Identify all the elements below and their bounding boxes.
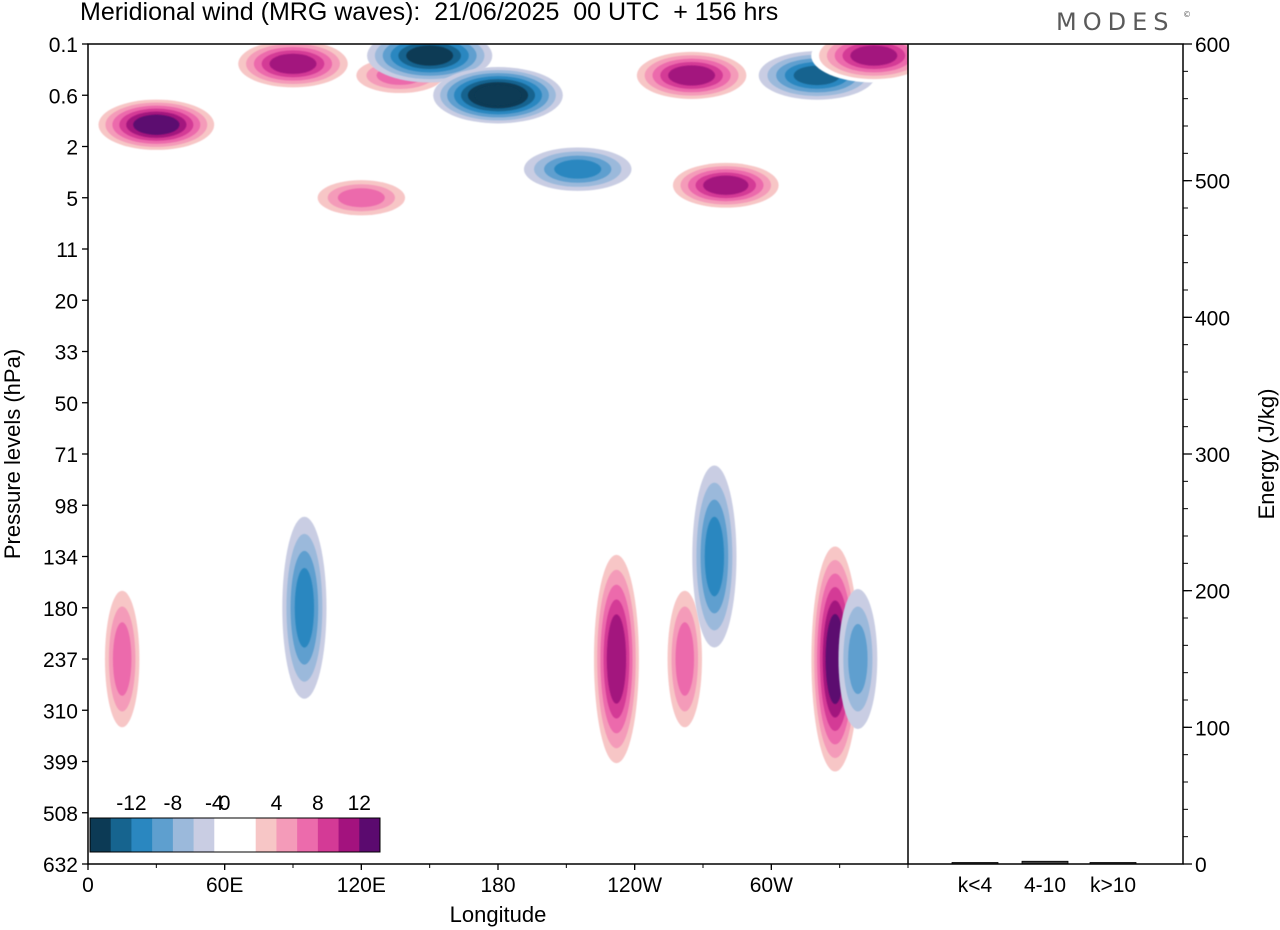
colorbar-swatch (152, 818, 174, 852)
colorbar-label: 12 (348, 792, 371, 815)
y-tick-label: 399 (43, 752, 78, 775)
energy-category-label: k<4 (958, 874, 993, 897)
colorbar-swatch (172, 818, 195, 852)
colorbar: -12 -8 -40 4 8 12 (88, 780, 382, 854)
contour-level (675, 622, 695, 696)
contour-feature (663, 575, 706, 743)
y-tick-label: 5 (66, 188, 78, 211)
energy-tick-label: 100 (1195, 717, 1230, 740)
contour-feature (91, 96, 222, 153)
energy-panel: 0 100 200 300 400 500 600 k<4 4-10 k>10 (951, 34, 1230, 897)
colorbar-swatch (110, 818, 132, 852)
energy-tick-label: 400 (1195, 307, 1230, 330)
y-tick-label: 2 (66, 137, 78, 160)
colorbar-label: 4 (271, 792, 283, 815)
y-tick-label: 237 (43, 649, 78, 672)
colorbar-swatch (235, 818, 257, 852)
y-tick-label: 0.6 (49, 85, 78, 108)
y-tick-label: 11 (56, 239, 78, 262)
contour-level (668, 65, 716, 86)
contour-feature (282, 516, 327, 699)
colorbar-label: 8 (312, 792, 324, 815)
colorbar-swatch (338, 818, 360, 852)
contour-level (703, 175, 749, 195)
energy-tick-label: 500 (1195, 171, 1230, 194)
contour-level (704, 516, 725, 597)
y-tick-label: 33 (55, 342, 78, 365)
contour-feature (100, 575, 144, 743)
colorbar-label: -4 (205, 792, 224, 815)
contour-level (850, 45, 898, 66)
x-tick-label: 120E (337, 874, 386, 897)
contour-level (848, 624, 868, 694)
y-tick-label: 180 (43, 598, 78, 621)
y-tick-label: 632 (43, 854, 78, 877)
y-axis-title: Pressure levels (hPa) (0, 349, 25, 559)
colorbar-label: -12 (116, 792, 146, 815)
contour-level (294, 567, 315, 648)
contour-feature (665, 159, 787, 211)
y-tick-label: 134 (43, 547, 78, 570)
contour-feature (307, 176, 416, 220)
contour-level (406, 45, 454, 66)
pressure-axis: 0.1 0.6 2 5 11 20 33 50 71 98 134 180 237 310 399 508 63… (43, 34, 88, 877)
energy-tick-label: 0 (1195, 854, 1207, 877)
contour-feature (590, 540, 643, 778)
longitude-axis: 0 60E 120E 180 120W 60W (82, 864, 909, 897)
colorbar-swatch (193, 818, 215, 852)
contour-feature (692, 465, 737, 648)
y-tick-label: 20 (55, 290, 78, 313)
contour-feature (811, 44, 908, 83)
contour-level (474, 85, 522, 106)
x-tick-label: 120W (607, 874, 662, 897)
y-tick-label: 310 (43, 700, 78, 723)
colorbar-swatch (317, 818, 340, 852)
heatmap-contours (91, 44, 908, 785)
energy-axis-title: Energy (J/kg) (1254, 389, 1279, 520)
contour-feature (629, 48, 755, 103)
heatmap-background (88, 44, 908, 864)
contour-level (269, 53, 317, 74)
contour-level (133, 114, 180, 135)
colorbar-swatch (90, 818, 112, 852)
copyright-mark: © (1183, 10, 1191, 19)
contour-level (337, 188, 385, 208)
colorbar-label: -8 (164, 792, 183, 815)
y-tick-label: 0.1 (49, 34, 78, 57)
x-tick-label: 60W (750, 874, 793, 897)
contour-level (606, 614, 627, 704)
chart-title: Meridional wind (MRG waves): 21/06/2025 … (80, 0, 779, 26)
x-tick-label: 60E (206, 874, 243, 897)
y-tick-label: 508 (43, 803, 78, 826)
colorbar-swatch (276, 818, 298, 852)
contour-feature (523, 147, 632, 191)
modes-logo: MODES (1056, 8, 1175, 36)
colorbar-swatch (297, 818, 319, 852)
contour-feature (230, 44, 356, 91)
energy-tick-label: 300 (1195, 444, 1230, 467)
contour-level (112, 622, 132, 696)
colorbar-swatch (359, 818, 381, 852)
x-axis-title: Longitude (450, 902, 547, 927)
contour-feature (433, 67, 563, 124)
energy-category-label: 4-10 (1024, 874, 1066, 897)
energy-category-label: k>10 (1090, 874, 1136, 897)
energy-tick-label: 200 (1195, 581, 1230, 604)
contour-feature (367, 44, 493, 83)
y-tick-label: 50 (55, 393, 78, 416)
y-tick-label: 98 (55, 495, 78, 518)
contour-feature (838, 589, 878, 729)
x-tick-label: 180 (480, 874, 515, 897)
colorbar-swatch (255, 818, 277, 852)
contour-level (554, 159, 602, 179)
colorbar-frame (89, 817, 381, 853)
energy-tick-label: 600 (1195, 34, 1230, 57)
y-tick-label: 71 (55, 444, 78, 467)
x-tick-label: 0 (82, 874, 94, 897)
colorbar-swatch (131, 818, 153, 852)
colorbar-swatch (214, 818, 236, 852)
colorbar-label: 0 (219, 792, 231, 815)
plot-frame (87, 43, 1184, 865)
